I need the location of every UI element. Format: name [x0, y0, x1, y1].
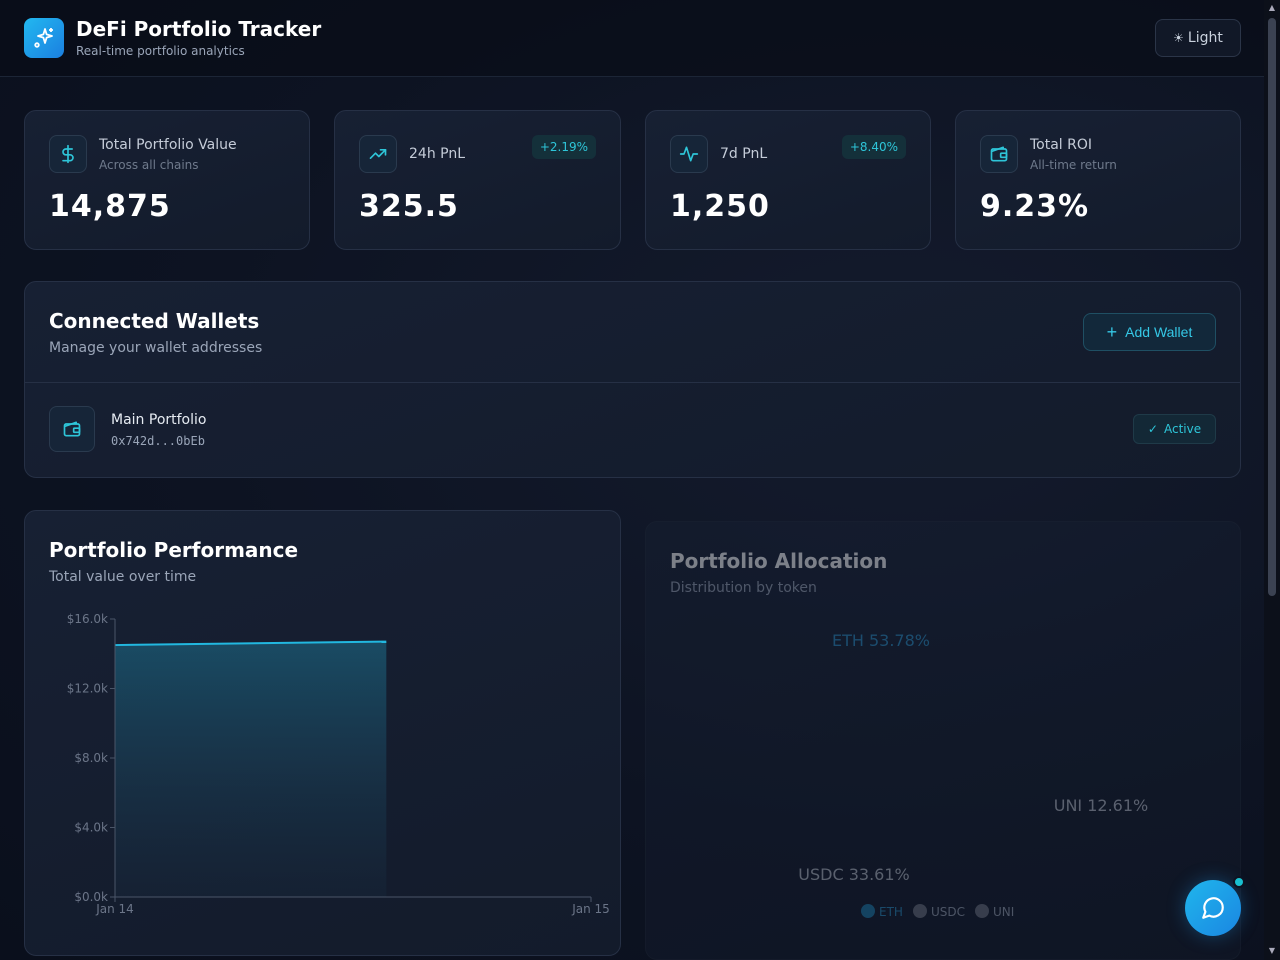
stat-label: 24h PnL [409, 146, 466, 162]
slice-label: UNI 12.61% [1054, 796, 1149, 815]
check-icon: ✓ [1147, 422, 1158, 436]
section-subtitle: Manage your wallet addresses [49, 340, 263, 356]
section-subtitle: Distribution by token [670, 580, 817, 596]
chat-icon [1202, 897, 1224, 919]
notification-dot [1233, 876, 1245, 888]
allocation-chart: ETH 53.78% USDC 33.61% UNI 12.61% ETH USDC U… [798, 631, 1149, 919]
stat-value: 1,250 [670, 189, 770, 224]
status-label: Active [1163, 422, 1202, 436]
trending-up-icon [359, 135, 397, 173]
scrollbar[interactable]: ▲ ▼ [1264, 0, 1280, 960]
chat-button[interactable] [1185, 880, 1241, 936]
stat-card-total-value: Total Portfolio Value Across all chains … [24, 110, 310, 250]
stat-card-total-roi: Total ROI All-time return 9.23% [955, 110, 1241, 250]
section-title: Portfolio Allocation [670, 549, 888, 573]
slice-label: ETH 53.78% [832, 631, 930, 650]
app-title: DeFi Portfolio Tracker [76, 17, 322, 41]
stat-label: Total Portfolio Value [99, 137, 237, 153]
area-fill [115, 641, 387, 897]
slice-label: USDC 33.61% [798, 865, 909, 884]
x-tick-label: Jan 14 [95, 902, 134, 916]
scroll-up-icon[interactable]: ▲ [1268, 3, 1276, 12]
legend-label: ETH [879, 905, 903, 919]
scroll-thumb[interactable] [1268, 18, 1276, 596]
legend-label: UNI [993, 905, 1014, 919]
stat-card-24h-pnl: 24h PnL +2.19% 325.5 [334, 110, 621, 250]
section-subtitle: Total value over time [49, 569, 197, 585]
wallets-card: Connected Wallets Manage your wallet add… [24, 281, 1241, 478]
divider [25, 382, 1240, 383]
section-title: Portfolio Performance [49, 538, 299, 562]
wallet-icon [49, 406, 95, 452]
stat-sub: Across all chains [99, 158, 199, 172]
y-tick-label: $16.0k [67, 612, 108, 626]
stat-value: 325.5 [359, 189, 459, 224]
add-wallet-label: Add Wallet [1125, 324, 1193, 340]
dollar-icon [49, 135, 87, 173]
wallet-name: Main Portfolio [111, 412, 207, 428]
wallet-address: 0x742d...0bEb [111, 434, 205, 448]
y-tick-label: $8.0k [74, 751, 108, 765]
app-header: DeFi Portfolio Tracker Real-time portfol… [0, 0, 1264, 77]
app-subtitle: Real-time portfolio analytics [76, 44, 245, 58]
series-line [114, 640, 387, 647]
section-title: Connected Wallets [49, 309, 260, 333]
activity-icon [670, 135, 708, 173]
performance-card: Portfolio Performance Total value over t… [24, 510, 621, 956]
status-badge: ✓ Active [1133, 414, 1216, 444]
wallet-icon [980, 135, 1018, 173]
allocation-card: Portfolio Allocation Distribution by tok… [645, 521, 1241, 960]
plus-icon: + [1106, 322, 1118, 342]
stat-card-7d-pnl: 7d PnL +8.40% 1,250 [645, 110, 931, 250]
x-tick-label: Jan 15 [571, 902, 610, 916]
stat-value: 9.23% [980, 189, 1090, 224]
scroll-down-icon[interactable]: ▼ [1268, 946, 1276, 955]
theme-toggle-label: Light [1187, 30, 1223, 46]
legend-swatch [975, 904, 989, 918]
performance-chart: $0.0k $4.0k $8.0k $12.0k $16.0k Jan 14 Jan 15 [67, 612, 610, 916]
sparkles-icon [24, 18, 64, 58]
sun-icon: ☀ [1173, 31, 1184, 45]
stat-label: Total ROI [1030, 137, 1093, 153]
change-badge: +2.19% [531, 135, 596, 159]
theme-toggle-button[interactable]: ☀ Light [1155, 19, 1241, 57]
y-tick-label: $0.0k [74, 890, 108, 904]
legend-label: USDC [931, 905, 965, 919]
stat-value: 14,875 [49, 189, 171, 224]
y-tick-label: $4.0k [74, 821, 108, 835]
stat-label: 7d PnL [720, 146, 768, 162]
legend-swatch [913, 904, 927, 918]
add-wallet-button[interactable]: + Add Wallet [1083, 313, 1216, 351]
legend-swatch [861, 904, 875, 918]
change-badge: +8.40% [841, 135, 906, 159]
stat-sub: All-time return [1030, 158, 1117, 172]
y-tick-label: $12.0k [67, 682, 108, 696]
